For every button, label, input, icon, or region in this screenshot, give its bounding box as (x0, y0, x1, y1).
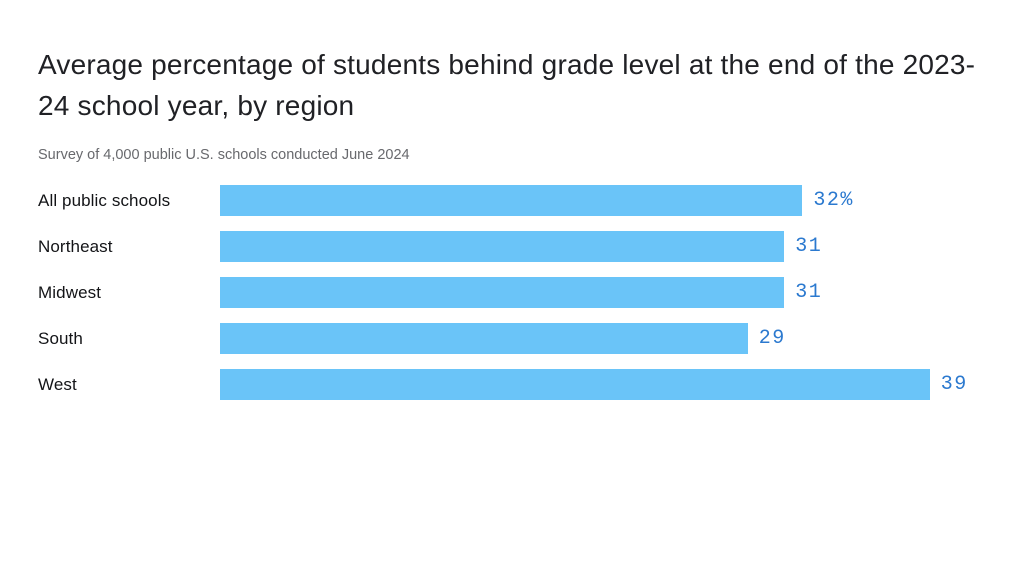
bar-track: 31 (220, 231, 986, 262)
value-label: 39 (940, 373, 968, 396)
category-label: South (38, 328, 83, 348)
bar (220, 185, 803, 216)
category-label: West (38, 374, 77, 394)
bar (220, 277, 785, 308)
value-label: 31 (795, 281, 823, 304)
bar (220, 369, 930, 400)
bar-chart: All public schools 32% Northeast 31 Midwest 3… (38, 185, 986, 400)
chart-subtitle: Survey of 4,000 public U.S. schools cond… (38, 147, 410, 163)
value-label: 29 (758, 327, 786, 350)
chart-title: Average percentage of students behind gr… (38, 49, 976, 121)
value-label: 31 (795, 235, 823, 258)
bar (220, 231, 785, 262)
bar-row: West 39 (38, 369, 986, 400)
value-label: 32% (813, 189, 854, 212)
bar-row: Northeast 31 (38, 231, 986, 262)
category-label: All public schools (38, 190, 171, 210)
bar-track: 29 (220, 323, 986, 354)
bar-track: 39 (220, 369, 986, 400)
category-label: Northeast (38, 236, 113, 256)
bar-row: All public schools 32% (38, 185, 986, 216)
bar-row: Midwest 31 (38, 277, 986, 308)
category-label: Midwest (38, 282, 102, 302)
bar-track: 31 (220, 277, 986, 308)
bar-track: 32% (220, 185, 986, 216)
bar (220, 323, 748, 354)
bar-row: South 29 (38, 323, 986, 354)
